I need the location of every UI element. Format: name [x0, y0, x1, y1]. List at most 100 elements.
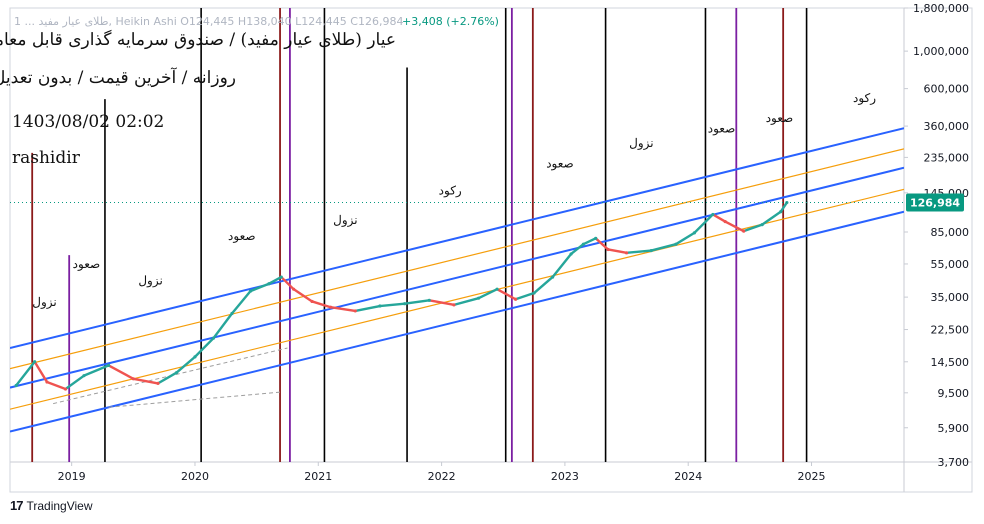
- price-point: [82, 374, 86, 378]
- phase-label: صعود: [546, 156, 574, 170]
- price-point: [156, 381, 160, 385]
- y-tick-label: 9,500: [938, 387, 970, 400]
- price-point: [353, 309, 357, 313]
- price-segment: [107, 364, 135, 380]
- phase-label: نزول: [138, 274, 162, 288]
- price-point: [513, 297, 518, 301]
- price-point: [495, 287, 499, 291]
- tradingview-logo-text: TradingView: [26, 498, 93, 513]
- price-segment: [280, 275, 295, 291]
- price-segment: [594, 237, 610, 251]
- price-segment: [403, 299, 431, 305]
- phase-label: رکود: [439, 183, 462, 197]
- plot-layer: نزول صعود نزول صعود نزول رکود صعود نزول صعود صعود…: [10, 8, 904, 462]
- x-tick-label: 2020: [181, 470, 209, 483]
- y-tick-label: 5,900: [938, 422, 970, 435]
- chart-title: عیار (طلای عیار مفید) / صندوق سرمایه گذا…: [0, 30, 396, 50]
- price-point: [107, 363, 111, 368]
- price-segment: [495, 287, 517, 301]
- y-tick-label: 600,000: [924, 83, 970, 96]
- phase-label: نزول: [333, 213, 357, 227]
- y-tick-label: 14,500: [931, 356, 970, 369]
- price-segment: [230, 289, 252, 315]
- price-point: [279, 275, 283, 279]
- last-price-tag: [906, 193, 964, 212]
- chart-subtitle: روزانه / آخرین قیمت / بدون تعدیل: [0, 68, 236, 88]
- x-tick-label: 2022: [428, 470, 456, 483]
- price-segment: [742, 223, 764, 233]
- phase-label: صعود: [766, 111, 794, 125]
- chart-border: [9, 7, 973, 493]
- price-point: [594, 236, 598, 240]
- channel-line-mid-blue: [10, 166, 904, 389]
- price-point: [711, 212, 715, 217]
- price-point: [476, 296, 481, 300]
- price-point: [742, 229, 746, 233]
- y-tick-label: 55,000: [931, 258, 970, 271]
- phase-label: رکود: [853, 91, 876, 105]
- price-point: [63, 387, 68, 391]
- price-point: [569, 252, 573, 256]
- price-segment: [569, 242, 585, 256]
- price-point: [193, 355, 197, 359]
- price-point: [211, 336, 216, 340]
- price-segment: [175, 355, 197, 374]
- price-point: [674, 242, 678, 246]
- price-point: [606, 247, 610, 252]
- price-point: [779, 210, 783, 214]
- y-tick-label: 1,800,000: [913, 2, 969, 15]
- channel-line-upper-blue: [10, 127, 904, 349]
- price-segment: [292, 287, 314, 303]
- price-point: [624, 251, 629, 255]
- x-tick-label: 2023: [551, 470, 579, 483]
- y-tick-label: 22,500: [931, 324, 970, 337]
- price-segment: [33, 360, 49, 384]
- price-segment: [693, 213, 715, 235]
- price-change: +3,408 (+2.76%): [402, 15, 499, 28]
- price-point: [14, 383, 18, 388]
- price-segment: [514, 291, 536, 301]
- phase-label: صعود: [708, 121, 736, 135]
- y-tick-label: 3,700: [938, 456, 970, 469]
- price-segment: [760, 210, 782, 226]
- price-segment: [329, 306, 357, 313]
- channel-line-lower-blue: [10, 210, 904, 433]
- x-tick-label: 2024: [674, 470, 702, 483]
- price-point: [550, 275, 555, 279]
- price-segment: [650, 242, 678, 252]
- phase-label: نزول: [32, 295, 56, 309]
- chart-datetime: 1403/08/02 02:02: [12, 112, 165, 132]
- price-segment: [551, 252, 573, 279]
- price-segment: [82, 364, 110, 377]
- price-point: [267, 282, 271, 286]
- price-segment: [132, 377, 160, 385]
- price-segment: [711, 213, 727, 223]
- phase-label: صعود: [228, 229, 256, 243]
- price-segment: [606, 248, 628, 255]
- price-point: [230, 311, 234, 316]
- price-segment: [477, 287, 499, 300]
- price-segment: [193, 336, 215, 359]
- phase-label: نزول: [629, 136, 653, 150]
- price-point: [692, 231, 696, 235]
- symbol-ohlc-line: 1 ... طلای عیار مفید, Heikin Ashi O124,4…: [14, 15, 404, 28]
- price-segment: [452, 296, 480, 307]
- price-segment: [156, 371, 178, 385]
- price-point: [329, 305, 333, 309]
- price-point: [581, 242, 585, 246]
- price-segment: [45, 380, 67, 391]
- price-point: [760, 223, 764, 227]
- y-tick-label: 85,000: [931, 226, 970, 239]
- price-segment: [428, 299, 456, 307]
- price-segment: [212, 312, 234, 340]
- y-tick-label: 235,000: [924, 151, 970, 164]
- price-segment: [779, 201, 789, 213]
- price-segment: [674, 231, 696, 246]
- price-point: [532, 291, 536, 295]
- price-point: [33, 360, 37, 364]
- tradingview-logo[interactable]: 17 TradingView: [10, 498, 93, 513]
- price-point: [723, 219, 727, 224]
- price-segment: [724, 220, 745, 233]
- price-point: [452, 303, 456, 307]
- channel-line-upper-orange: [10, 148, 904, 370]
